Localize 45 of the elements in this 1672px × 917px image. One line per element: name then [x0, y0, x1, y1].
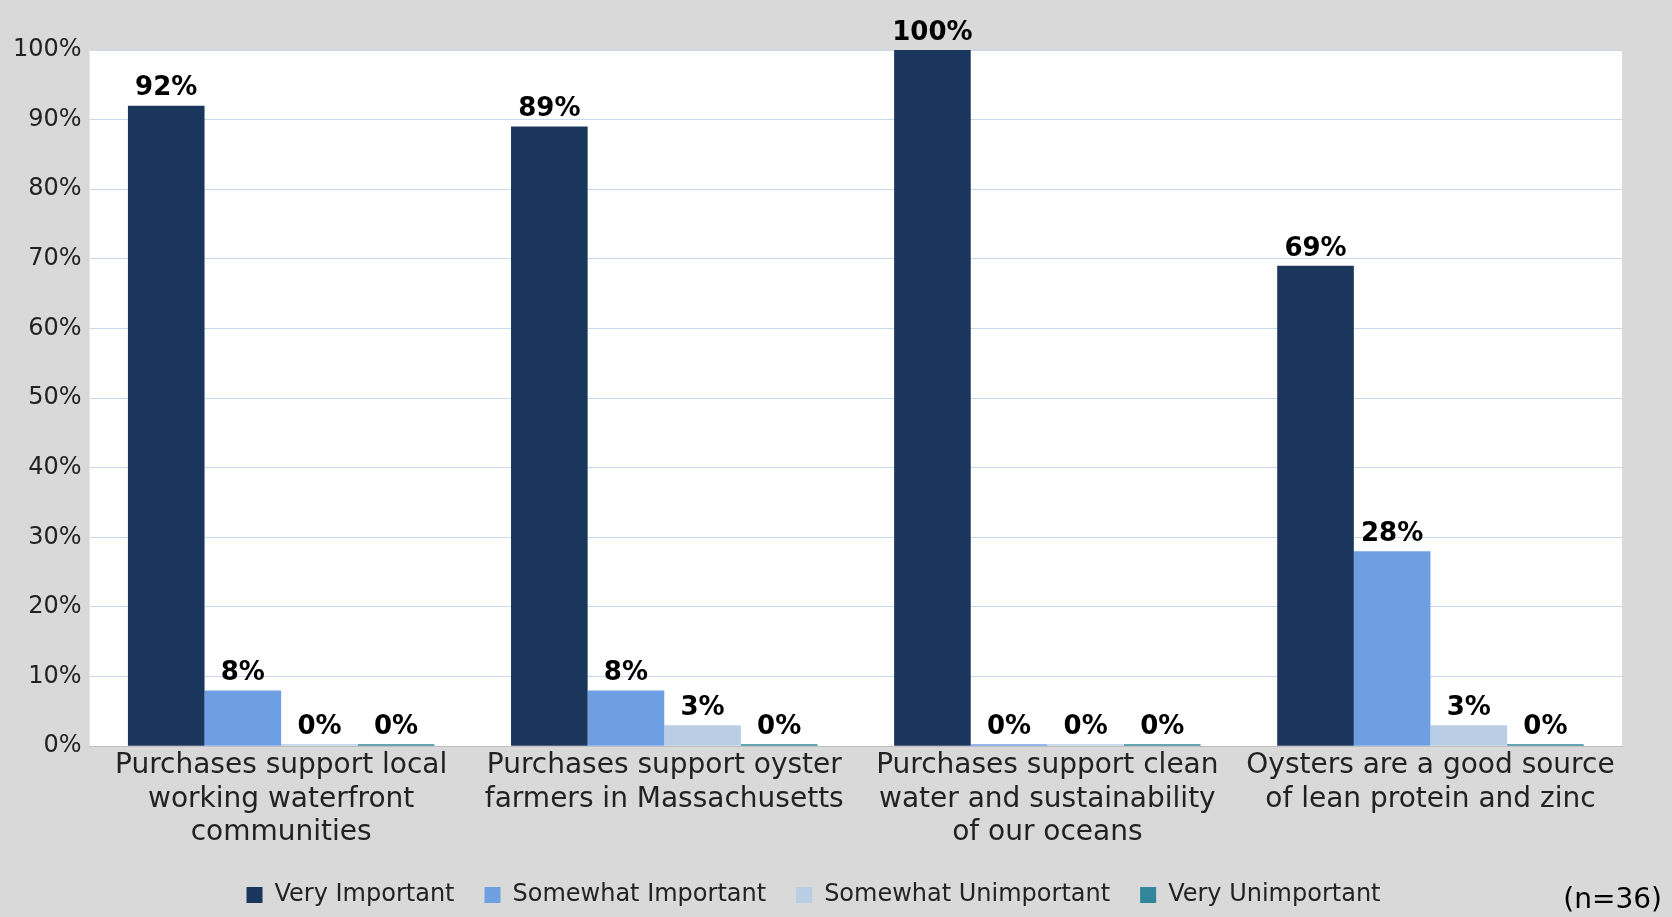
data-label: 0%: [1523, 709, 1568, 740]
data-label: 0%: [757, 709, 802, 740]
data-label: 0%: [1063, 709, 1108, 740]
y-tick-label: 30%: [28, 521, 82, 550]
y-tick-label: 70%: [28, 243, 82, 272]
y-tick-label: 0%: [43, 730, 82, 759]
y-tick-label: 100%: [12, 34, 82, 63]
y-tick-label: 20%: [28, 591, 82, 620]
y-tick-label: 90%: [28, 103, 82, 132]
bar: [1353, 551, 1431, 746]
bar: [894, 50, 971, 746]
data-label: 8%: [603, 656, 649, 687]
legend-label: Very Important: [274, 879, 455, 908]
bar: [1277, 265, 1354, 746]
data-label: 69%: [1284, 231, 1347, 262]
x-tick-label: Purchases support oyster farmers in Massachusetts: [484, 747, 844, 814]
data-label: 89%: [518, 92, 581, 123]
data-label: 8%: [220, 656, 265, 687]
data-label: 3%: [680, 691, 725, 722]
data-label: 0%: [986, 709, 1032, 740]
data-label: 0%: [374, 709, 419, 740]
bar: [1430, 725, 1508, 746]
data-label: 92%: [135, 71, 198, 102]
y-tick-label: 10%: [28, 660, 82, 689]
bar: [511, 126, 588, 746]
bar: [127, 105, 205, 746]
y-tick-label: 40%: [28, 451, 82, 480]
data-label: 28%: [1361, 517, 1424, 548]
data-label: 100%: [892, 15, 973, 46]
bar: [587, 690, 665, 746]
y-tick-label: 50%: [28, 382, 82, 411]
legend-label: Somewhat Unimportant: [824, 879, 1111, 908]
x-tick-label: Purchases support clean water and sustainability of our oceans: [876, 747, 1219, 848]
bar: [204, 690, 282, 746]
legend-label: Very Unimportant: [1168, 879, 1381, 908]
data-label: 0%: [1140, 709, 1185, 740]
y-tick-label: 60%: [28, 312, 82, 341]
x-tick-label: Oysters are a good source of lean protein and zinc: [1246, 747, 1615, 814]
y-tick-label: 80%: [28, 173, 82, 202]
data-label: 0%: [297, 709, 342, 740]
x-tick-label: Purchases support local working waterfront communities: [115, 747, 448, 848]
data-label: 3%: [1446, 691, 1491, 722]
legend-label: Somewhat Important: [512, 879, 767, 908]
text: (n=36): [1563, 882, 1662, 916]
bar: [664, 725, 741, 746]
